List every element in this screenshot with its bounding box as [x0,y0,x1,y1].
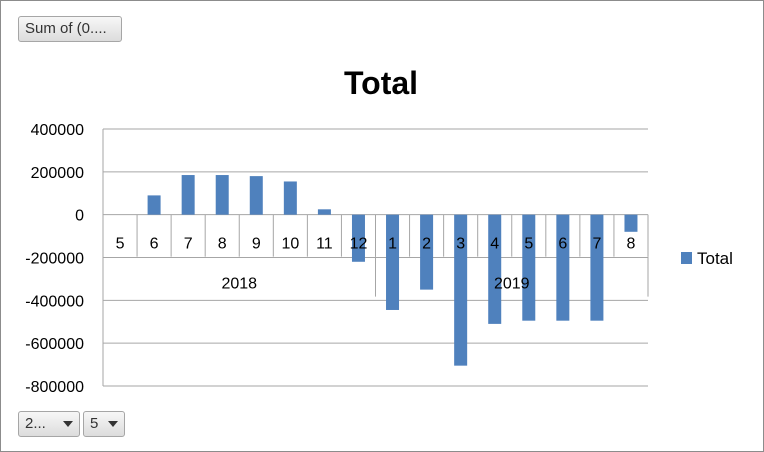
x-tick-label: 4 [490,236,499,253]
x-tick-label: 8 [218,236,227,253]
bar[interactable] [488,214,502,324]
chart-title: Total [344,65,418,101]
y-tick-label: -600000 [25,336,84,353]
bar[interactable] [522,214,536,321]
dropdown-arrow-icon [63,421,73,427]
legend-swatch [681,252,692,264]
bar[interactable] [249,176,263,215]
group-label: 2018 [221,276,257,293]
y-tick-label: -400000 [25,293,84,310]
bar[interactable] [351,214,365,262]
bar[interactable] [283,181,297,215]
y-tick-label: -200000 [25,251,84,268]
year-filter-dropdown[interactable]: 2... [18,411,80,437]
value-field-button[interactable]: Sum of (0.... [18,16,122,42]
x-tick-label: 6 [558,236,567,253]
bar[interactable] [215,175,229,215]
month-filter-label: 5 [90,415,99,432]
bar[interactable] [624,214,638,232]
group-label: 2019 [494,276,530,293]
bar[interactable] [181,175,195,215]
bar[interactable] [386,214,400,310]
x-tick-label: 9 [252,236,261,253]
y-tick-label: 0 [75,208,84,225]
bar[interactable] [590,214,604,321]
month-filter-dropdown[interactable]: 5 [83,411,125,437]
x-tick-label: 5 [116,236,125,253]
x-tick-label: 7 [184,236,193,253]
y-tick-label: -800000 [25,379,84,396]
x-tick-label: 2 [422,236,431,253]
x-tick-label: 1 [388,236,397,253]
bar[interactable] [420,214,434,290]
x-tick-label: 6 [150,236,159,253]
x-tick-label: 5 [524,236,533,253]
legend: Total [681,249,733,268]
year-filter-label: 2... [25,415,46,432]
x-tick-label: 7 [592,236,601,253]
y-tick-label: 200000 [31,165,84,182]
dropdown-arrow-icon [108,421,118,427]
bar[interactable] [147,195,161,215]
x-tick-label: 11 [316,236,333,253]
y-tick-label: 400000 [31,122,84,139]
bar[interactable] [454,214,468,366]
x-tick-label: 8 [627,236,636,253]
x-tick-label: 3 [456,236,465,253]
bar[interactable] [556,214,570,321]
x-tick-label: 10 [281,236,299,253]
bar[interactable] [317,209,331,215]
x-tick-label: 12 [350,236,368,253]
legend-label: Total [697,249,733,268]
